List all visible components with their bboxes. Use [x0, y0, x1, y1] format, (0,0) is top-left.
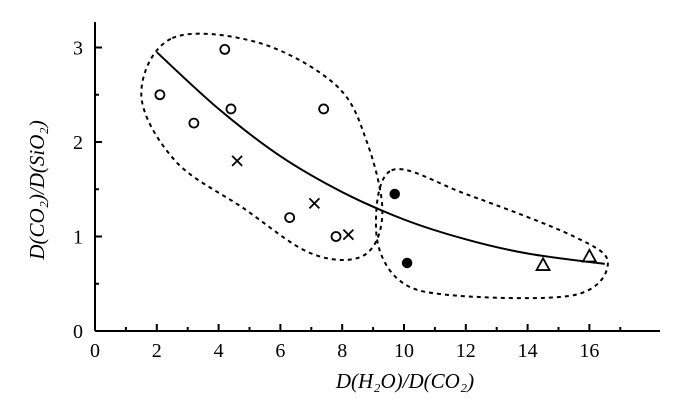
x-tick-label: 8 — [337, 340, 347, 362]
open-circle-point — [318, 103, 330, 115]
x-tick-label: 4 — [214, 340, 224, 362]
y-tick-label: 0 — [73, 321, 83, 343]
y-ticks: 0 1 2 3 — [73, 38, 102, 343]
x-axis: 0 2 4 6 8 10 12 14 16 D(H₂O)/D(CO₂) — [90, 324, 660, 393]
cross-point — [342, 228, 355, 241]
x-tick-label: 16 — [579, 340, 599, 362]
open-circle-point — [330, 231, 342, 242]
y-tick-label: 3 — [73, 38, 83, 60]
open-circle-point — [219, 43, 231, 55]
open-circle-point — [188, 117, 200, 129]
open-circle-point — [225, 103, 237, 115]
open-triangle-point — [581, 247, 598, 263]
x-axis-label: D(H₂O)/D(CO₂) — [335, 369, 474, 393]
group-outlines — [140, 32, 609, 300]
open-circle-point — [154, 89, 166, 101]
y-tick-label: 2 — [73, 132, 83, 154]
group-outline-1 — [140, 32, 384, 261]
data-points — [154, 43, 598, 271]
trend-line-group — [156, 51, 605, 265]
group-outline-2 — [374, 168, 609, 300]
filled-circle-point — [401, 257, 413, 269]
x-tick-label: 12 — [456, 340, 476, 362]
open-triangle-point — [535, 256, 552, 271]
y-axis-label: D(CO₂)/D(SiO₂) — [25, 120, 49, 260]
filled-circle-point — [389, 188, 400, 200]
x-ticks: 0 2 4 6 8 10 12 14 16 — [90, 324, 622, 362]
x-tick-label: 14 — [518, 340, 538, 362]
y-tick-label: 1 — [73, 227, 83, 249]
x-tick-label: 0 — [90, 340, 100, 362]
trend-curve — [156, 51, 605, 265]
y-axis: 0 1 2 3 D(CO₂)/D(SiO₂) — [25, 22, 102, 343]
cross-point — [231, 155, 243, 167]
open-circle-point — [284, 212, 296, 224]
x-tick-label: 6 — [275, 340, 285, 362]
cross-point — [308, 197, 321, 210]
x-tick-label: 2 — [152, 340, 162, 362]
x-tick-label: 10 — [394, 340, 414, 362]
